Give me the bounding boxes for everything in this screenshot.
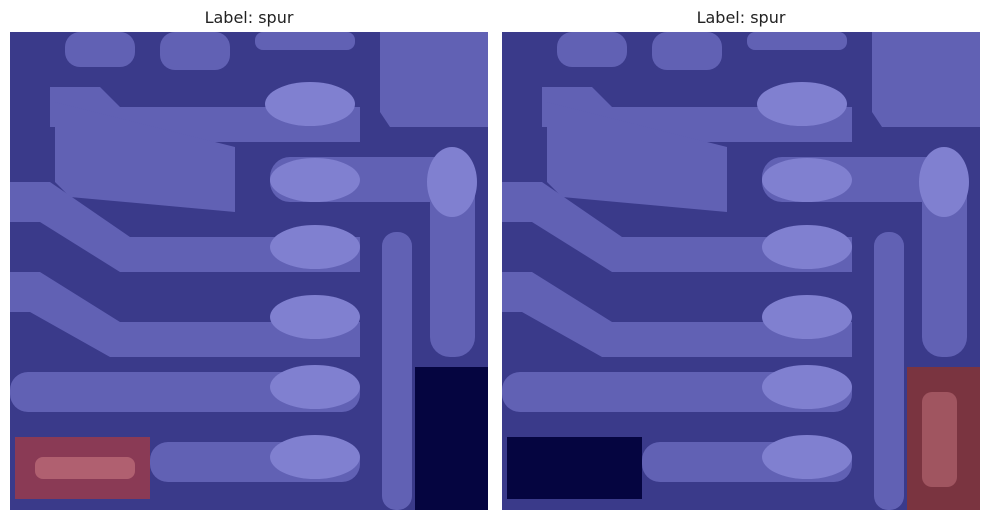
pcb-image-right bbox=[502, 32, 980, 510]
image-panel-left bbox=[10, 32, 488, 510]
image-panel-right bbox=[502, 32, 980, 510]
pcb-pads bbox=[265, 82, 477, 479]
highlight-spur-right bbox=[907, 367, 980, 510]
dark-region-left bbox=[415, 367, 488, 510]
pcb-image-left bbox=[10, 32, 488, 510]
panel-title-right: Label: spur bbox=[696, 8, 786, 27]
dark-region-right bbox=[507, 437, 642, 499]
highlight-spur-left bbox=[15, 437, 150, 499]
pcb-pads bbox=[757, 82, 969, 479]
panel-title-left: Label: spur bbox=[204, 8, 294, 27]
